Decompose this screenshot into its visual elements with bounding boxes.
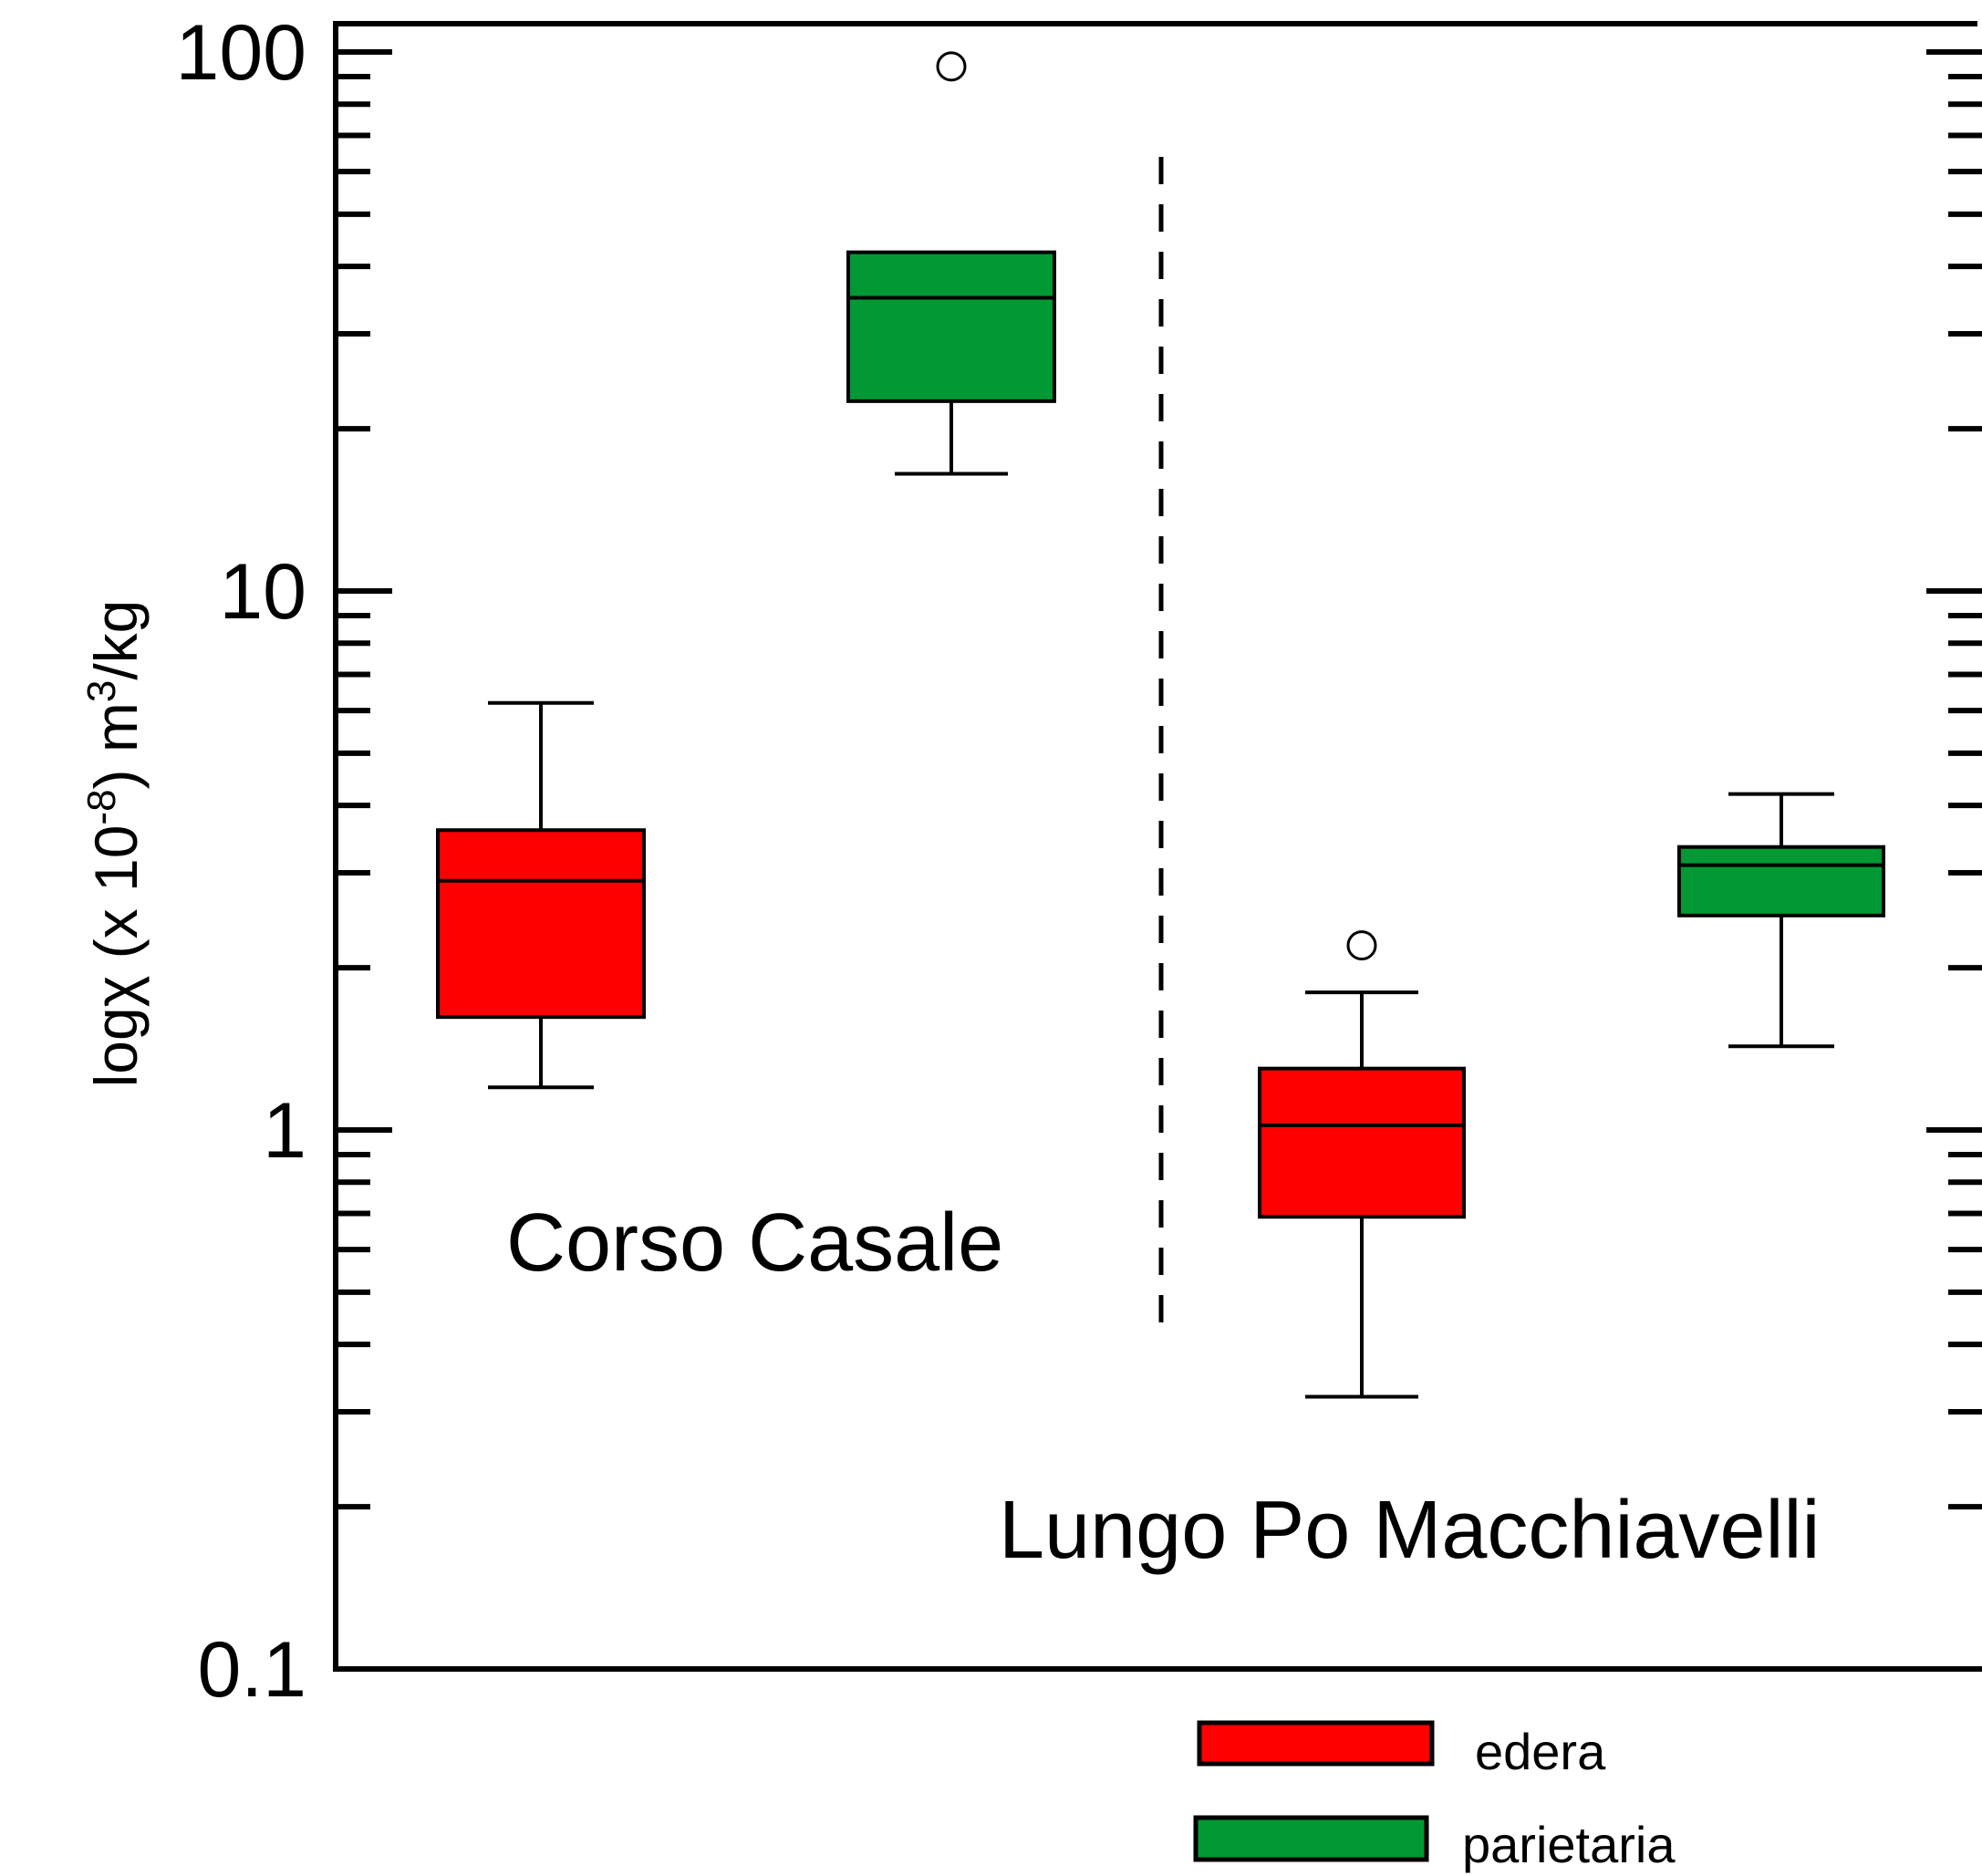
legend-swatch-parietaria [1193,1815,1429,1862]
group-label-corso-casale: Corso Casale [506,1197,1003,1289]
y-axis-label: logχ (x 10-8) m3/kg [79,600,150,1088]
outlier-point [1346,930,1377,961]
y-axis-label-exponent: -8 [79,789,124,824]
group-label-lungo-po-macchiavelli: Lungo Po Macchiavelli [999,1485,1821,1576]
box-iqr [436,828,646,1020]
y-tick-label: 100 [176,9,307,97]
y-axis-ticks [336,49,1982,1672]
outlier-point [936,51,967,82]
y-tick-label: 10 [219,548,306,636]
y-axis-label-prefix: logχ (x 10 [82,825,150,1088]
box-parietaria-corso-casale [846,51,1056,476]
box-iqr [846,250,1056,403]
legend-label-edera: edera [1475,1723,1606,1780]
box-edera-lungo-po [1258,930,1466,1399]
y-axis-label-suffix: /kg [82,600,150,680]
box-edera-corso-casale [436,700,646,1090]
y-axis-label-middle: ) m [82,702,150,789]
legend-label-parietaria: parietaria [1462,1816,1676,1873]
y-axis-tick-labels: 100 10 1 0.1 [176,9,307,1714]
y-tick-label: 1 [263,1087,306,1175]
y-tick-label: 0.1 [197,1626,306,1714]
box-iqr [1258,1066,1466,1219]
y-axis-label-unit-exponent: 3 [79,680,124,702]
box-parietaria-lungo-po [1677,792,1885,1049]
legend: edera parietaria [1193,1720,1676,1873]
boxes [436,51,1885,1399]
box-iqr [1677,845,1885,917]
plot-border [333,21,1977,1672]
legend-swatch-edera [1197,1720,1435,1767]
plot-frame [333,21,1977,1672]
